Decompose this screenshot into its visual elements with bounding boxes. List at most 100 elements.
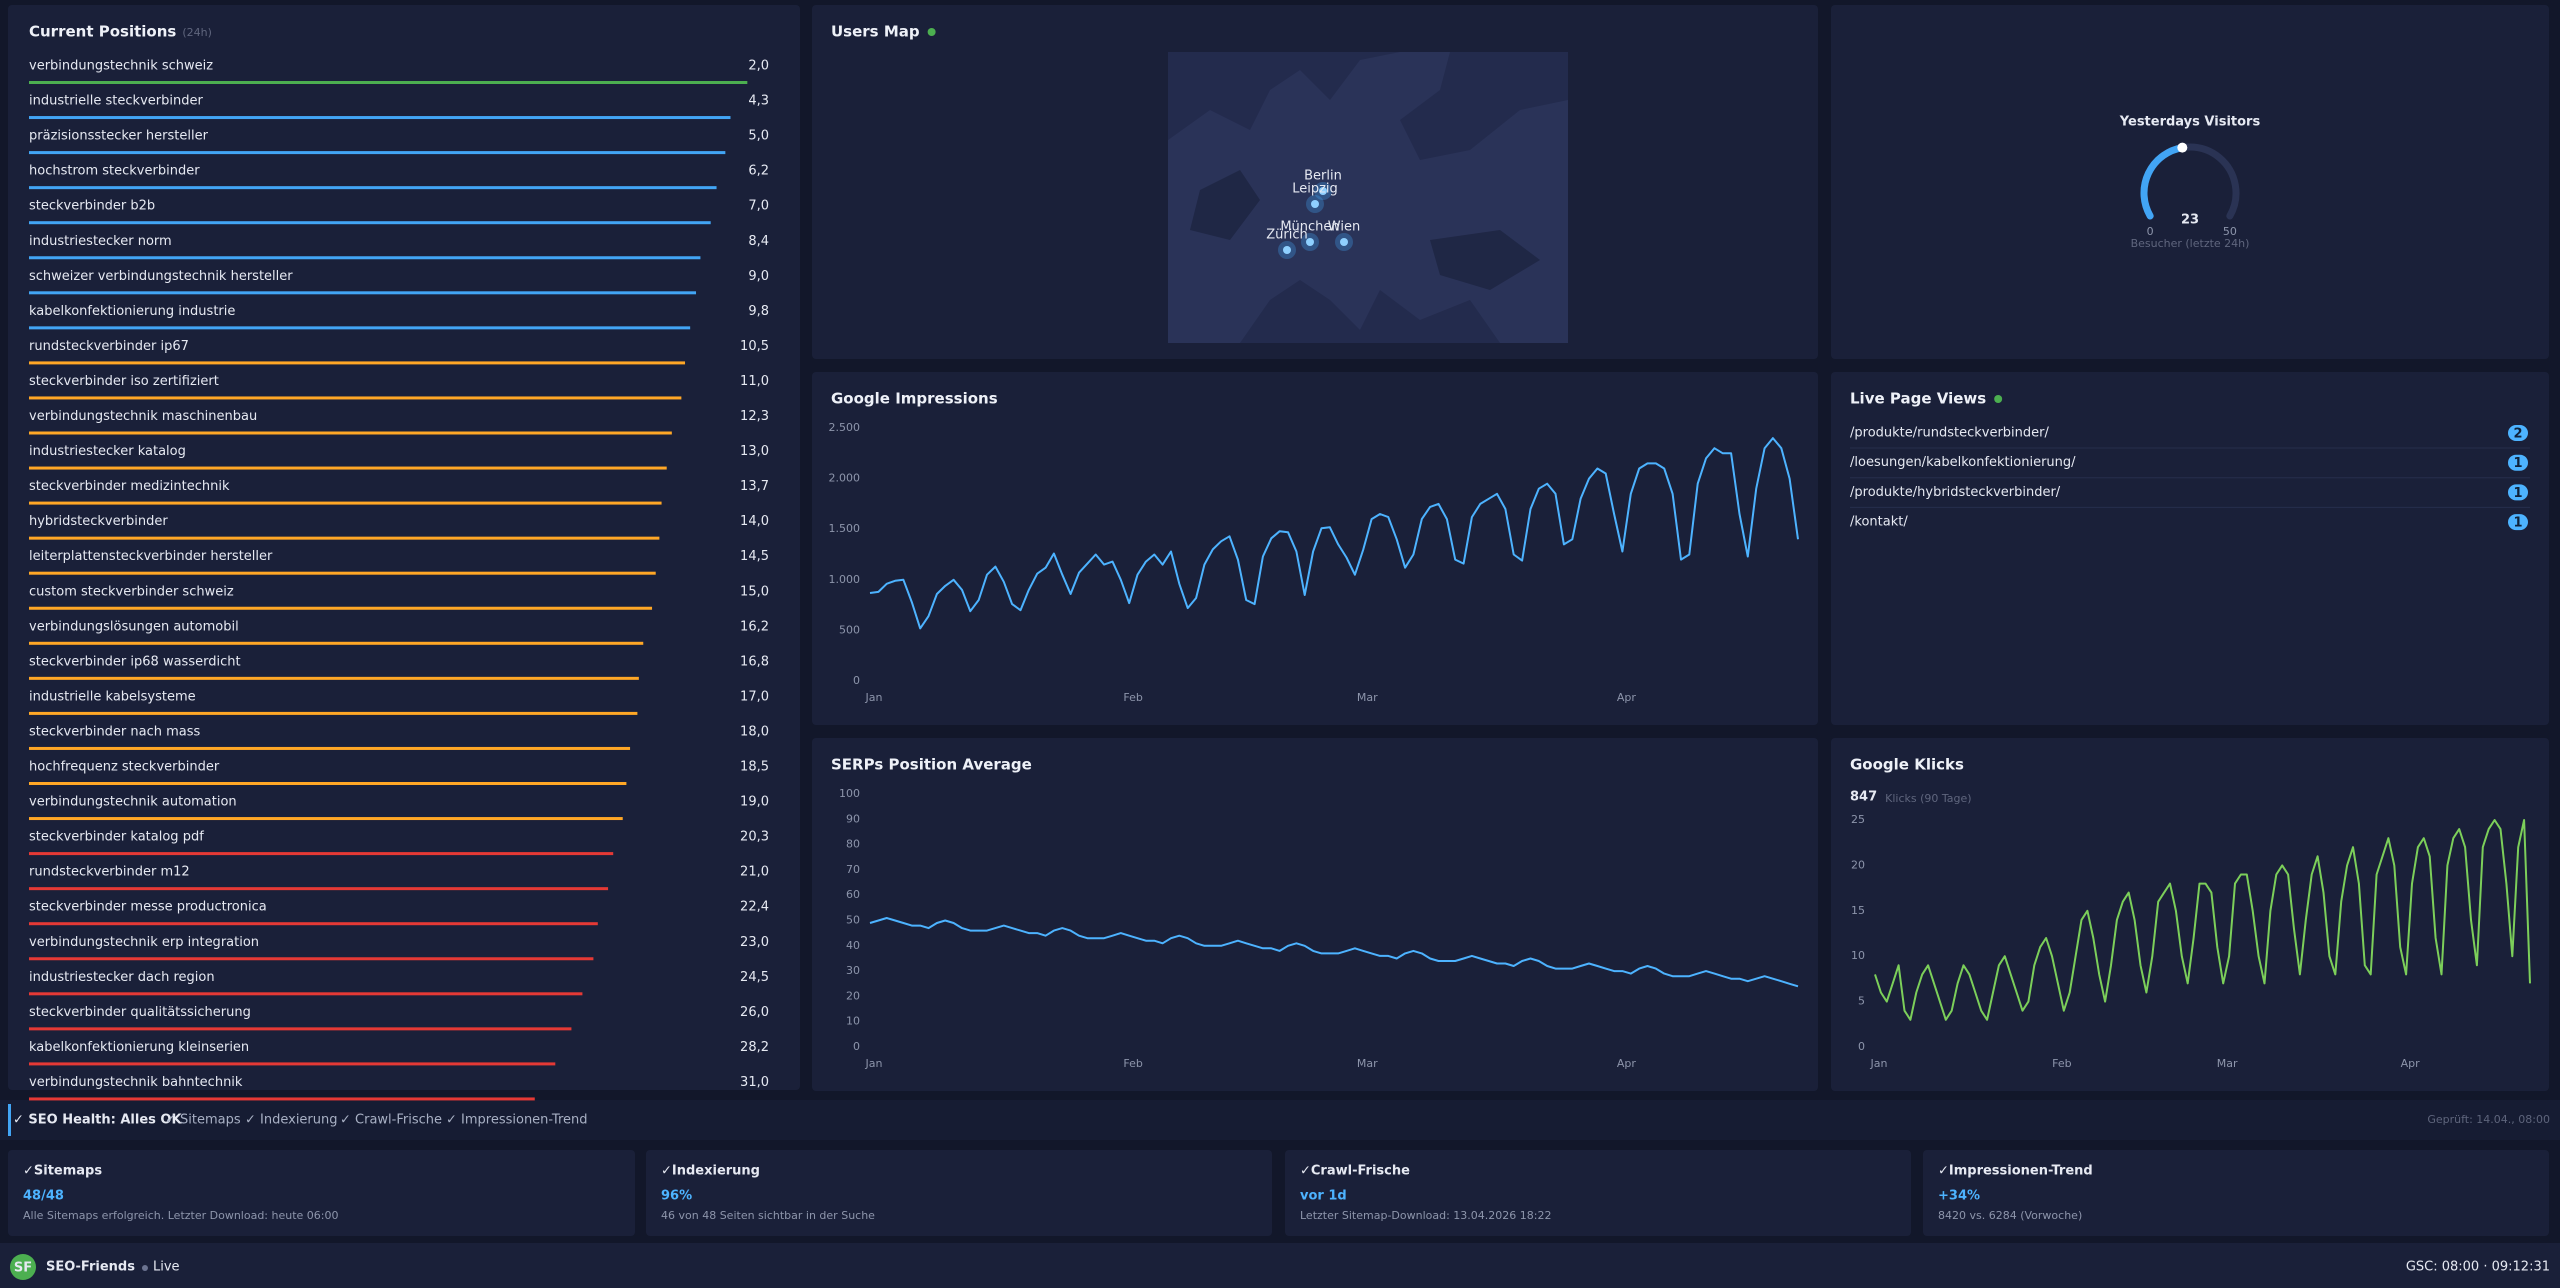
- y-tick-label: 2.500: [829, 421, 861, 434]
- health-accent: [8, 1104, 11, 1136]
- y-tick-label: 0: [1858, 1040, 1865, 1053]
- keyword: industrielle kabelsysteme: [29, 689, 196, 704]
- keyword: schweizer verbindungstechnik hersteller: [29, 269, 293, 284]
- position-bar: [29, 1062, 556, 1066]
- panel: [812, 738, 1818, 1091]
- marker: [1311, 200, 1319, 208]
- position-value: 24,5: [740, 970, 769, 985]
- x-tick-label: Feb: [2052, 1057, 2071, 1070]
- position-value: 9,0: [748, 269, 769, 284]
- keyword: rundsteckverbinder m12: [29, 865, 190, 880]
- position-bar: [29, 887, 609, 891]
- keyword: kabelkonfektionierung kleinserien: [29, 1040, 249, 1055]
- position-value: 8,4: [748, 234, 769, 249]
- panel: [1831, 372, 2549, 725]
- position-value: 7,0: [748, 199, 769, 214]
- position-value: 12,3: [740, 409, 769, 424]
- badge-count: 1: [2513, 456, 2522, 471]
- keyword: verbindungstechnik automation: [29, 795, 237, 810]
- card: [8, 1150, 635, 1236]
- y-tick-label: 70: [846, 863, 860, 876]
- position-bar: [29, 922, 598, 926]
- page-path[interactable]: /loesungen/kabelkonfektionierung/: [1850, 455, 2076, 470]
- keyword: industriestecker dach region: [29, 970, 215, 985]
- gauge-knob: [2177, 142, 2188, 153]
- position-value: 17,0: [740, 689, 769, 704]
- card-value: vor 1d: [1300, 1189, 1347, 1204]
- x-tick-label: Apr: [1617, 1057, 1637, 1070]
- status-dot: [1994, 395, 2003, 403]
- position-value: 13,0: [740, 444, 769, 459]
- panel: [1831, 738, 2549, 1091]
- position-bar: [29, 746, 631, 750]
- badge: [2508, 454, 2528, 471]
- keyword: leiterplattensteckverbinder hersteller: [29, 549, 273, 564]
- position-value: 11,0: [740, 374, 769, 389]
- badge-count: 2: [2513, 427, 2522, 442]
- keyword: industriestecker katalog: [29, 444, 186, 459]
- y-tick-label: 0: [853, 1040, 860, 1053]
- health-status: ✓ SEO Health: Alles OK: [13, 1113, 182, 1128]
- map-water: [1190, 170, 1260, 240]
- position-bar: [29, 1027, 572, 1031]
- position-value: 22,4: [740, 900, 769, 915]
- panel-title: Google Klicks: [1850, 756, 1964, 774]
- page-path[interactable]: /produkte/hybridsteckverbinder/: [1850, 485, 2061, 500]
- health-check: ✓ Sitemaps: [165, 1113, 241, 1128]
- position-value: 2,0: [748, 59, 769, 74]
- x-tick-label: Feb: [1123, 1057, 1142, 1070]
- card-title: ✓Impressionen-Trend: [1938, 1164, 2093, 1179]
- page-path[interactable]: /produkte/rundsteckverbinder/: [1850, 426, 2049, 441]
- keyword: hybridsteckverbinder: [29, 514, 168, 529]
- x-tick-label: Mar: [1357, 691, 1378, 704]
- badge: [2508, 484, 2528, 501]
- badge-count: 1: [2513, 486, 2522, 501]
- panel-subtitle: (24h): [182, 26, 212, 39]
- y-tick-label: 25: [1851, 813, 1865, 826]
- position-value: 19,0: [740, 795, 769, 810]
- marker: [1306, 238, 1314, 246]
- card-value: 48/48: [23, 1189, 64, 1204]
- card-title: ✓Sitemaps: [23, 1164, 102, 1179]
- y-tick-label: 5: [1858, 995, 1865, 1008]
- panel-title: Google Impressions: [831, 390, 998, 408]
- keyword: steckverbinder qualitätssicherung: [29, 1005, 251, 1020]
- position-bar: [29, 396, 682, 400]
- position-bar: [29, 81, 748, 84]
- position-bar: [29, 361, 686, 365]
- marker: [1340, 238, 1348, 246]
- line: [869, 917, 1799, 988]
- x-tick-label: Mar: [1357, 1057, 1378, 1070]
- marker-label: Leipzig: [1292, 182, 1338, 197]
- keyword: hochfrequenz steckverbinder: [29, 760, 220, 775]
- position-bar: [29, 817, 623, 821]
- health-check: ✓ Impressionen-Trend: [446, 1113, 588, 1128]
- gauge-title: Yesterdays Visitors: [2119, 115, 2261, 130]
- position-bar: [29, 1097, 535, 1101]
- keyword: steckverbinder messe productronica: [29, 900, 267, 915]
- brand: SEO-Friends: [46, 1260, 135, 1275]
- position-bar: [29, 992, 583, 996]
- badge: [2508, 425, 2528, 441]
- keyword: verbindungstechnik maschinenbau: [29, 409, 257, 424]
- keyword: verbindungslösungen automobil: [29, 619, 239, 634]
- gauge-value: [2140, 144, 2186, 220]
- position-bar: [29, 676, 639, 680]
- position-bar: [29, 606, 653, 610]
- status-dot: [927, 28, 936, 36]
- live-dot: [141, 1265, 148, 1271]
- card-title: ✓Crawl-Frische: [1300, 1164, 1410, 1179]
- page-path[interactable]: /kontakt/: [1850, 515, 1908, 530]
- marker-label: Zürich: [1266, 228, 1308, 243]
- position-value: 20,3: [740, 830, 769, 845]
- y-tick-label: 20: [1851, 858, 1865, 871]
- y-tick-label: 50: [846, 914, 860, 927]
- health-checked: Geprüft: 14.04., 08:00: [2427, 1113, 2550, 1126]
- card: [646, 1150, 1272, 1236]
- position-value: 14,5: [740, 549, 769, 564]
- position-bar: [29, 641, 644, 645]
- position-bar: [29, 151, 726, 155]
- keyword: präzisionsstecker hersteller: [29, 129, 209, 144]
- kpi: 847: [1850, 790, 1877, 805]
